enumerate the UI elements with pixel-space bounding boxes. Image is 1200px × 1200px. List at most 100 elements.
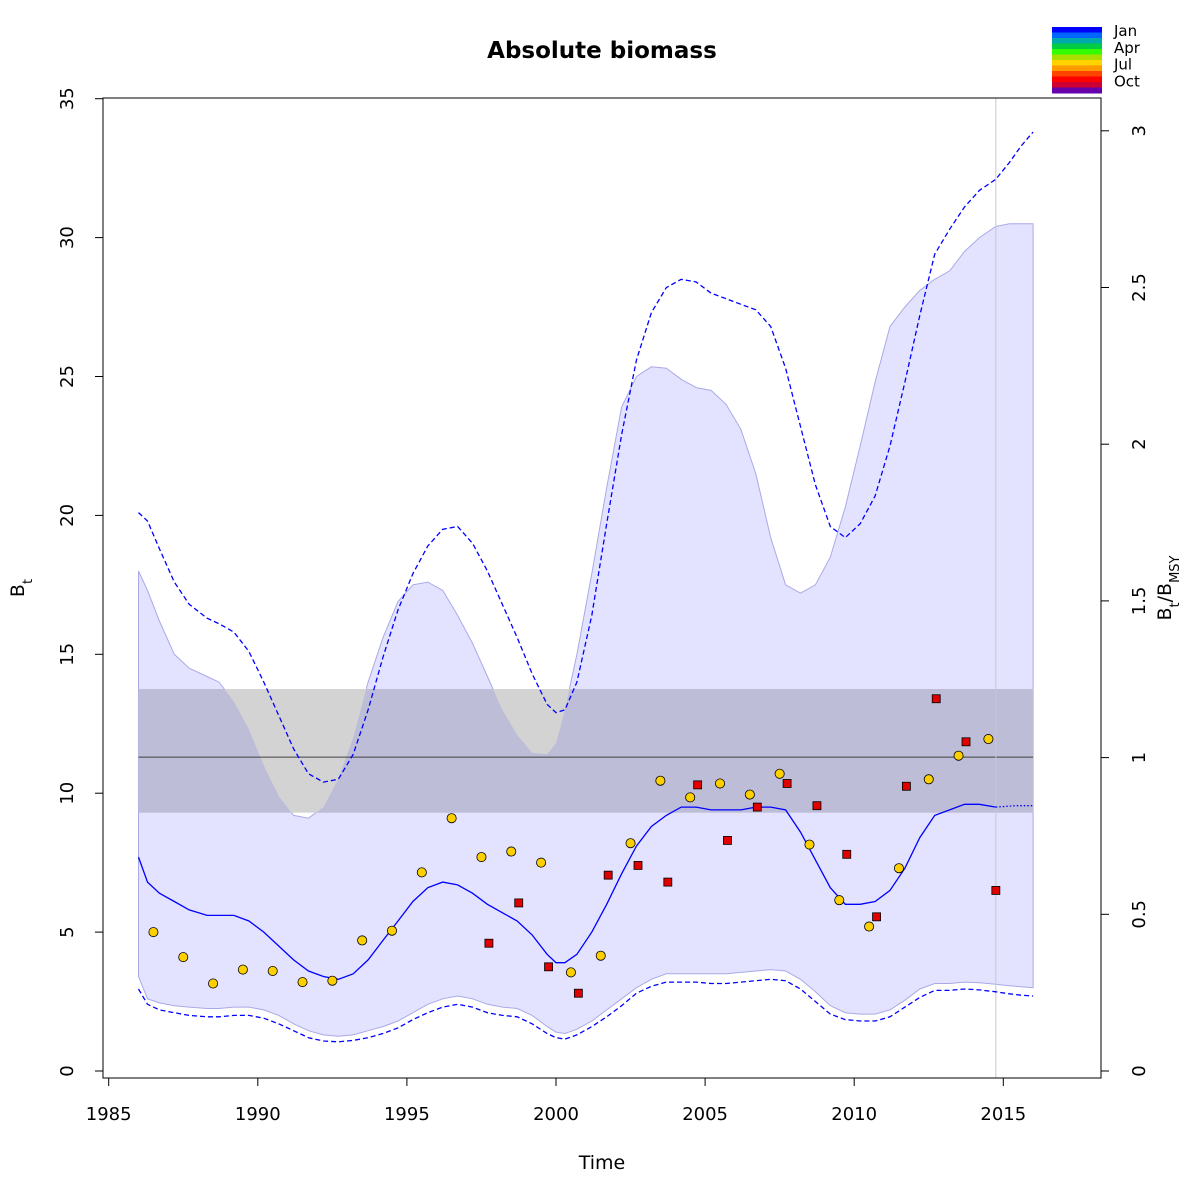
y2-tick-label: 0.5 — [1129, 900, 1150, 929]
index1-point — [834, 895, 845, 906]
legend-color-swatch — [1052, 38, 1102, 44]
y-axis-title: Bt — [7, 579, 36, 597]
index2-point — [663, 877, 673, 887]
index1-point — [983, 734, 994, 745]
y-tick-label: 30 — [57, 226, 78, 249]
index2-point — [603, 870, 613, 880]
x-tick-label: 1985 — [86, 1104, 132, 1125]
x-tick-label: 2010 — [831, 1104, 877, 1125]
y-tick-label: 25 — [57, 365, 78, 388]
index2-point — [812, 801, 822, 811]
legend-color-swatch — [1052, 32, 1102, 39]
index1-point — [416, 867, 427, 878]
index1-point — [327, 975, 338, 986]
index1-point — [357, 935, 368, 946]
index1-point — [625, 838, 636, 849]
y2-axis-title-main: B — [1154, 607, 1176, 620]
legend-label: Oct — [1114, 72, 1140, 90]
y-tick-label: 10 — [57, 782, 78, 805]
y-tick-label: 20 — [57, 504, 78, 527]
bmsy-band-layer — [138, 98, 1034, 1078]
index1-point — [148, 927, 159, 938]
index1-point — [923, 774, 934, 785]
index2-point — [931, 694, 941, 704]
legend-color-swatch — [1052, 27, 1102, 33]
index1-point — [804, 839, 815, 850]
y2-tick-label: 2.5 — [1129, 273, 1150, 302]
index1-point — [655, 775, 666, 786]
biomass-estimate-line — [137, 803, 996, 980]
index2-point — [633, 861, 643, 870]
index1-point — [744, 789, 755, 800]
index1-point — [953, 750, 964, 761]
index1-point — [208, 978, 219, 989]
legend-label: Jul — [1113, 56, 1132, 74]
legend-color-swatch — [1052, 60, 1102, 66]
x-tick-label: 2015 — [980, 1104, 1026, 1125]
axes-layer: 1985 1990 1995 2000 2005 2010 2015051015202530… — [57, 87, 1150, 1125]
y2-tick-label: 1.5 — [1129, 587, 1150, 616]
index1-point — [386, 925, 397, 936]
legend-color-swatch — [1052, 71, 1102, 77]
legend-color-swatch — [1052, 87, 1102, 94]
index1-point — [476, 852, 487, 863]
index2-point — [573, 988, 583, 998]
index2-point — [693, 780, 703, 790]
legend-color-swatch — [1052, 54, 1102, 61]
index2-point — [544, 962, 553, 972]
y-axis-title-sub: t — [21, 579, 36, 584]
x-tick-label: 1995 — [384, 1104, 430, 1125]
y2-tick-label: 0 — [1129, 1065, 1150, 1076]
confidence-band-layer — [138, 223, 1034, 1037]
y2-tick-label: 1 — [1129, 752, 1150, 763]
legend-color-swatch — [1052, 65, 1102, 72]
index2-point — [782, 779, 792, 788]
y2-axis-title-sub2: MSY — [1168, 555, 1183, 582]
chart-title: Absolute biomass — [487, 38, 717, 64]
index1-point — [774, 768, 785, 779]
x-tick-label: 2000 — [533, 1104, 579, 1125]
index2-point — [514, 898, 524, 908]
index1-point — [893, 863, 904, 874]
x-tick-label: 1990 — [235, 1104, 281, 1125]
y2-tick-label: 2 — [1129, 438, 1150, 449]
index2-point — [752, 802, 762, 812]
index1-point — [297, 977, 308, 988]
index2-point — [872, 912, 881, 922]
y-tick-label: 15 — [57, 643, 78, 666]
legend-label: Apr — [1114, 39, 1141, 57]
y2-axis-title-sub: t — [1168, 602, 1183, 607]
ci-outer-lower-line — [137, 978, 1034, 1043]
y2-axis-title: Bt/BMSY — [1154, 555, 1183, 620]
index1-point — [685, 792, 696, 803]
index1-point — [536, 857, 547, 868]
index2-point — [723, 836, 732, 845]
series-lines-layer — [137, 131, 1034, 1043]
y2-tick-label: 3 — [1129, 125, 1150, 136]
x-axis-title: Time — [578, 1152, 626, 1174]
y2-axis-title-sep: /B — [1154, 583, 1176, 602]
index2-point — [991, 886, 1001, 895]
index2-point — [901, 781, 911, 791]
index1-point — [595, 950, 606, 961]
index2-point — [842, 849, 852, 859]
legend-color-swatch — [1052, 76, 1102, 83]
legend-label: Jan — [1113, 22, 1137, 40]
index1-point — [715, 778, 726, 789]
y-axis-title-main: B — [7, 584, 29, 597]
index2-point — [484, 938, 494, 948]
index1-point — [864, 921, 875, 932]
index-points-layer — [148, 694, 1001, 998]
index1-point — [506, 846, 517, 857]
confidence-band-fill — [138, 223, 1034, 1037]
legend-color-swatch — [1052, 82, 1102, 88]
ci-outer-upper-line — [138, 131, 1034, 783]
y-tick-label: 35 — [57, 87, 78, 110]
index1-point — [565, 967, 576, 978]
index1-point — [178, 952, 189, 963]
legend-color-swatch — [1052, 49, 1102, 55]
index1-point — [267, 965, 278, 976]
x-tick-label: 2005 — [682, 1104, 728, 1125]
